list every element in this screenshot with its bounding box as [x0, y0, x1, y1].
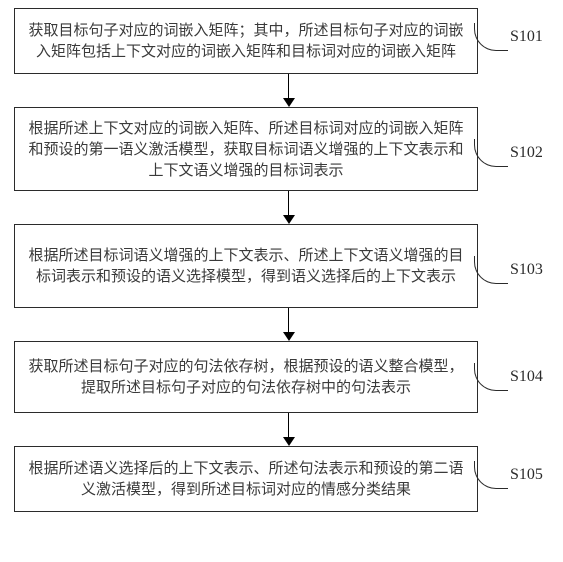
step-row-3: 根据所述目标词语义增强的上下文表示、所述上下文语义增强的目标词表示和预设的语义选… [0, 224, 563, 308]
arrow-1 [57, 74, 521, 107]
step-row-4: 获取所述目标句子对应的句法依存树，根据预设的语义整合模型，提取所述目标句子对应的… [0, 341, 563, 413]
step-label-2: S102 [510, 144, 543, 162]
step-label-wrap-2: S102 [474, 139, 543, 167]
flowchart-container: 获取目标句子对应的词嵌入矩阵；其中，所述目标句子对应的词嵌入矩阵包括上下文对应的… [0, 0, 563, 512]
step-box-4: 获取所述目标句子对应的句法依存树，根据预设的语义整合模型，提取所述目标句子对应的… [14, 341, 478, 413]
step-box-5: 根据所述语义选择后的上下文表示、所述句法表示和预设的第二语义激活模型，得到所述目… [14, 446, 478, 512]
arrow-head-icon-2 [283, 215, 295, 224]
arrow-2 [57, 191, 521, 224]
step-label-wrap-3: S103 [474, 256, 543, 284]
step-label-5: S105 [510, 466, 543, 484]
step-label-wrap-4: S104 [474, 363, 543, 391]
arrow-line-4 [288, 413, 290, 437]
step-row-2: 根据所述上下文对应的词嵌入矩阵、所述目标词对应的词嵌入矩阵和预设的第一语义激活模… [0, 107, 563, 191]
connector-curve-2 [474, 139, 508, 167]
step-label-4: S104 [510, 368, 543, 386]
step-label-wrap-1: S101 [474, 23, 543, 51]
connector-curve-3 [474, 256, 508, 284]
step-box-1: 获取目标句子对应的词嵌入矩阵；其中，所述目标句子对应的词嵌入矩阵包括上下文对应的… [14, 8, 478, 74]
step-box-3: 根据所述目标词语义增强的上下文表示、所述上下文语义增强的目标词表示和预设的语义选… [14, 224, 478, 308]
arrow-head-icon-4 [283, 437, 295, 446]
connector-curve-1 [474, 23, 508, 51]
arrow-line-2 [288, 191, 290, 215]
step-label-wrap-5: S105 [474, 461, 543, 489]
step-label-3: S103 [510, 261, 543, 279]
connector-curve-4 [474, 363, 508, 391]
step-row-1: 获取目标句子对应的词嵌入矩阵；其中，所述目标句子对应的词嵌入矩阵包括上下文对应的… [0, 8, 563, 74]
arrow-line-3 [288, 308, 290, 332]
step-label-1: S101 [510, 28, 543, 46]
arrow-head-icon-1 [283, 98, 295, 107]
arrow-4 [57, 413, 521, 446]
step-box-2: 根据所述上下文对应的词嵌入矩阵、所述目标词对应的词嵌入矩阵和预设的第一语义激活模… [14, 107, 478, 191]
arrow-head-icon-3 [283, 332, 295, 341]
arrow-3 [57, 308, 521, 341]
step-row-5: 根据所述语义选择后的上下文表示、所述句法表示和预设的第二语义激活模型，得到所述目… [0, 446, 563, 512]
arrow-line-1 [288, 74, 290, 98]
connector-curve-5 [474, 461, 508, 489]
